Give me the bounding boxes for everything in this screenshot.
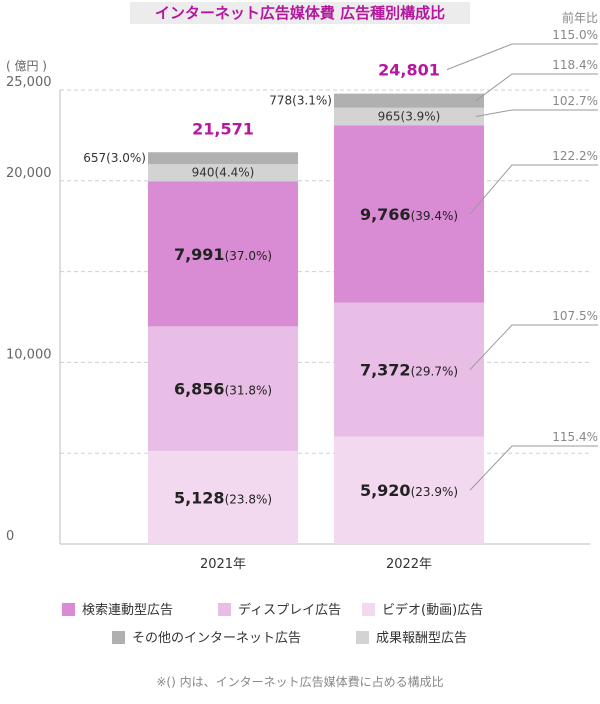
- bar-segment: [148, 164, 298, 182]
- segment-label: 965(3.9%): [378, 110, 441, 124]
- yoy-leader-line: [469, 164, 598, 215]
- bar-segment: [148, 450, 298, 544]
- segment-share: (39.4%): [411, 209, 458, 223]
- bar-segment: [334, 436, 484, 544]
- legend-label: 成果報酬型広告: [376, 631, 467, 646]
- segment-label: 6,856(31.8%): [174, 380, 272, 399]
- y-tick-label: 0: [6, 529, 14, 544]
- yoy-leader-line: [475, 109, 598, 117]
- yoy-label: 122.2%: [552, 149, 598, 163]
- segment-value: 5,128: [174, 488, 225, 507]
- bars: [148, 93, 484, 544]
- legend-swatch: [112, 631, 125, 644]
- legend-swatch: [362, 603, 375, 616]
- segment-share: (23.8%): [225, 492, 272, 506]
- segment-labels: 5,128(23.8%) 6,856(31.8%) 7,991(37.0%) 940(…: [83, 61, 458, 508]
- bar-segment: [148, 326, 298, 451]
- segment-label: 657(3.0%): [83, 151, 146, 165]
- legend-label: ディスプレイ広告: [238, 602, 341, 618]
- unit-label: ( 億円 ): [6, 59, 47, 73]
- yoy-leader-line: [475, 73, 598, 102]
- segment-share: (23.9%): [411, 485, 458, 499]
- bar-segment: [334, 93, 484, 108]
- y-tick-label: 10,000: [6, 347, 52, 362]
- segment-label: 778(3.1%): [269, 94, 332, 108]
- segment-value: 5,920: [360, 481, 411, 500]
- bar-total: 24,801: [378, 61, 440, 80]
- segment-label: 5,920(23.9%): [360, 481, 458, 500]
- yoy-leader-line: [469, 445, 598, 491]
- legend-label: ビデオ(動画)広告: [382, 602, 483, 618]
- yoy-label: 107.5%: [552, 309, 598, 323]
- bar-segment: [334, 125, 484, 303]
- chart-title: インターネット広告媒体費 広告種別構成比: [155, 4, 445, 22]
- segment-label: 7,372(29.7%): [360, 361, 458, 380]
- segment-share: (29.7%): [411, 365, 458, 379]
- x-tick-label: 2022年: [386, 557, 432, 572]
- legend-swatch: [218, 603, 231, 616]
- title-background: [130, 2, 470, 24]
- yoy-label: 115.4%: [552, 430, 598, 444]
- segment-label: 9,766(39.4%): [360, 205, 458, 224]
- segment-value: 7,372: [360, 361, 411, 380]
- yoy-leaders: 115.0% 118.4% 102.7% 122.2% 107.5% 115.4%: [446, 28, 598, 491]
- segment-share: (31.8%): [225, 384, 272, 398]
- y-tick-label: 20,000: [6, 166, 52, 181]
- footnote: ※() 内は、インターネット広告媒体費に占める構成比: [156, 674, 443, 689]
- legend-label: 検索連動型広告: [82, 603, 173, 618]
- yoy-leader-line: [446, 43, 598, 71]
- yoy-leader-line: [469, 324, 598, 370]
- x-axis: 2021年 2022年: [200, 557, 432, 572]
- legend-swatch: [62, 603, 75, 616]
- segment-label: 940(4.4%): [192, 166, 255, 180]
- segment-label: 7,991(37.0%): [174, 245, 272, 264]
- bar-segment: [334, 107, 484, 126]
- grid-lines: [60, 89, 590, 454]
- bar-segment: [148, 181, 298, 327]
- segment-label: 5,128(23.8%): [174, 488, 272, 507]
- bar-segment: [148, 152, 298, 165]
- segment-value: 9,766: [360, 205, 411, 224]
- legend-label: その他のインターネット広告: [132, 631, 301, 646]
- x-tick-label: 2021年: [200, 557, 246, 572]
- legend-swatch: [356, 631, 369, 644]
- segment-share: (37.0%): [225, 249, 272, 263]
- segment-value: 7,991: [174, 245, 225, 264]
- bar-total: 21,571: [192, 119, 254, 138]
- yoy-header: 前年比: [562, 10, 598, 25]
- yoy-label: 102.7%: [552, 94, 598, 108]
- segment-value: 6,856: [174, 380, 225, 399]
- yoy-label: 118.4%: [552, 58, 598, 72]
- bar-segment: [334, 302, 484, 437]
- y-tick-label: 25,000: [6, 75, 52, 90]
- yoy-label: 115.0%: [552, 28, 598, 42]
